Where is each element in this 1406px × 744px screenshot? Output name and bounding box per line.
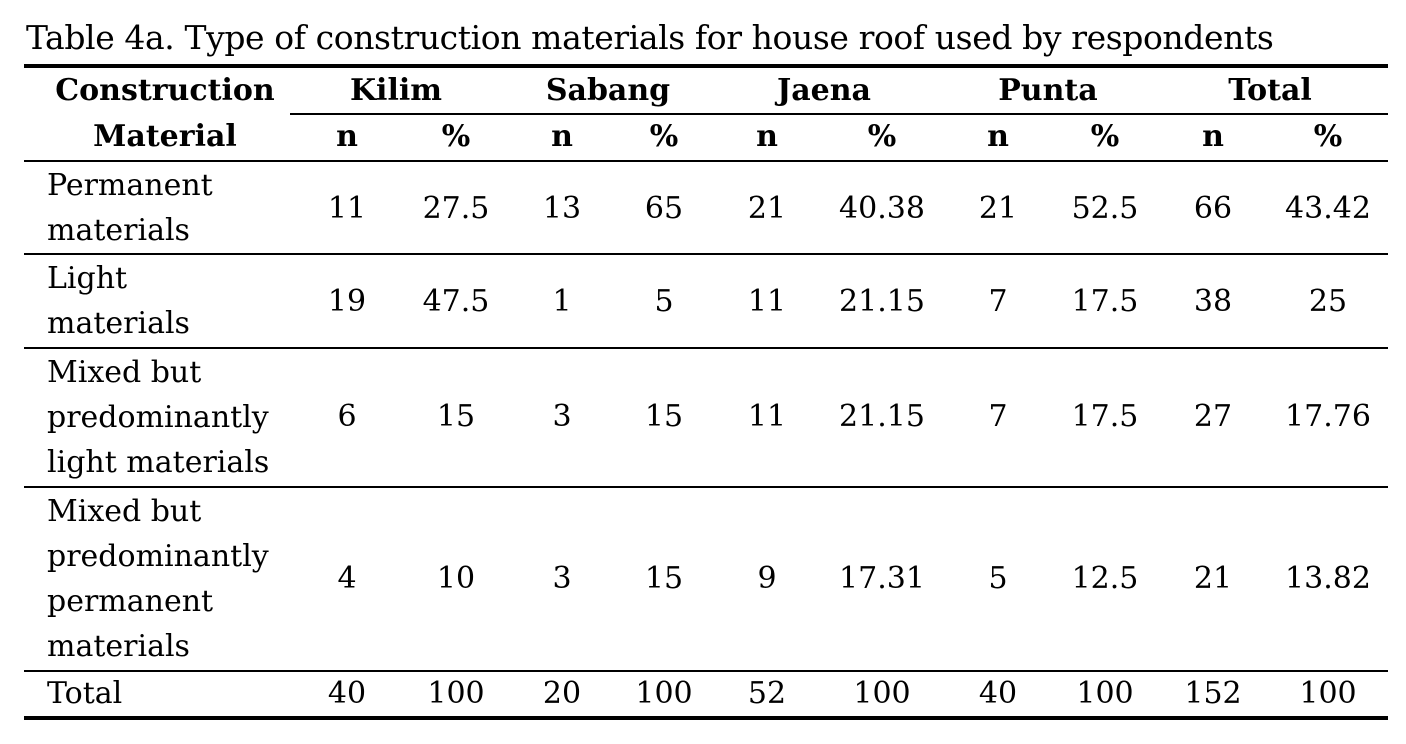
cell-value: 6 [337, 399, 357, 434]
subheader-kilim-pct: % [441, 119, 471, 154]
cell-value: 40 [978, 676, 1018, 711]
cell-value: 52.5 [1071, 191, 1139, 226]
cell-value: 100 [635, 676, 693, 711]
cell-value: 52 [747, 676, 787, 711]
cell-value: 5 [654, 284, 674, 319]
subheader-punta-pct: % [1090, 119, 1120, 154]
cell-value: 19 [327, 284, 367, 319]
cell-value: 5 [988, 561, 1008, 596]
subheader-kilim-n: n [336, 119, 358, 154]
header-group-sabang: Sabang [545, 73, 671, 108]
cell-value: 17.5 [1071, 284, 1139, 319]
cell-value: 21.15 [839, 284, 925, 319]
cell-value: 40 [327, 676, 367, 711]
cell-value: 13 [542, 191, 582, 226]
cell-value: 27 [1193, 399, 1233, 434]
top-rule [24, 64, 1388, 68]
cell-value: 11 [747, 399, 787, 434]
row-divider [24, 670, 1388, 672]
cell-value: 40.38 [839, 191, 925, 226]
subheader-jaena-pct: % [867, 119, 897, 154]
table-caption: Table 4a. Type of construction materials… [26, 18, 1274, 57]
cell-value: 47.5 [422, 284, 490, 319]
row-label-mixed-permanent: Mixed but predominantly permanent materi… [47, 494, 269, 664]
cell-value: 20 [542, 676, 582, 711]
subheader-total-pct: % [1313, 119, 1343, 154]
bottom-rule [24, 716, 1388, 720]
cell-value: 7 [988, 284, 1008, 319]
subheader-jaena-n: n [756, 119, 778, 154]
subheader-total-n: n [1202, 119, 1224, 154]
cell-value: 65 [644, 191, 684, 226]
cell-value: 100 [1076, 676, 1134, 711]
cell-value: 17.5 [1071, 399, 1139, 434]
cell-value: 11 [747, 284, 787, 319]
cell-value: 21 [1193, 561, 1233, 596]
cell-value: 11 [327, 191, 367, 226]
cell-value: 9 [757, 561, 777, 596]
row-divider [24, 347, 1388, 349]
header-group-jaena: Jaena [777, 73, 871, 108]
cell-value: 15 [644, 399, 684, 434]
cell-value: 17.31 [839, 561, 925, 596]
row-label-permanent: Permanent materials [47, 168, 213, 248]
header-group-total: Total [1228, 73, 1312, 108]
subheader-sabang-n: n [551, 119, 573, 154]
cell-value: 17.76 [1285, 399, 1371, 434]
header-construction: Construction [55, 73, 275, 108]
cell-value: 10 [436, 561, 476, 596]
header-material: Material [93, 119, 237, 154]
cell-value: 15 [436, 399, 476, 434]
row-label-mixed-light: Mixed but predominantly light materials [47, 355, 270, 480]
row-divider [24, 253, 1388, 255]
cell-value: 27.5 [422, 191, 490, 226]
cell-value: 100 [427, 676, 485, 711]
cell-value: 21 [747, 191, 787, 226]
cell-value: 3 [552, 399, 572, 434]
row-label-light: Light materials [47, 261, 190, 341]
subheader-punta-n: n [987, 119, 1009, 154]
cell-value: 66 [1193, 191, 1233, 226]
header-group-punta: Punta [998, 73, 1098, 108]
cell-value: 21.15 [839, 399, 925, 434]
cell-value: 21 [978, 191, 1018, 226]
subheader-sabang-pct: % [649, 119, 679, 154]
row-label-total: Total [47, 676, 123, 711]
cell-value: 7 [988, 399, 1008, 434]
header-group-kilim: Kilim [349, 73, 442, 108]
cell-value: 25 [1308, 284, 1348, 319]
cell-value: 4 [337, 561, 357, 596]
cell-value: 1 [552, 284, 572, 319]
cell-value: 38 [1193, 284, 1233, 319]
cell-value: 15 [644, 561, 684, 596]
cell-value: 12.5 [1071, 561, 1139, 596]
row-divider [24, 486, 1388, 488]
cell-value: 100 [853, 676, 911, 711]
cell-value: 100 [1299, 676, 1357, 711]
cell-value: 152 [1184, 676, 1242, 711]
group-underline [290, 113, 1388, 115]
cell-value: 3 [552, 561, 572, 596]
header-bottom-rule [24, 160, 1388, 162]
cell-value: 13.82 [1285, 561, 1371, 596]
cell-value: 43.42 [1285, 191, 1371, 226]
